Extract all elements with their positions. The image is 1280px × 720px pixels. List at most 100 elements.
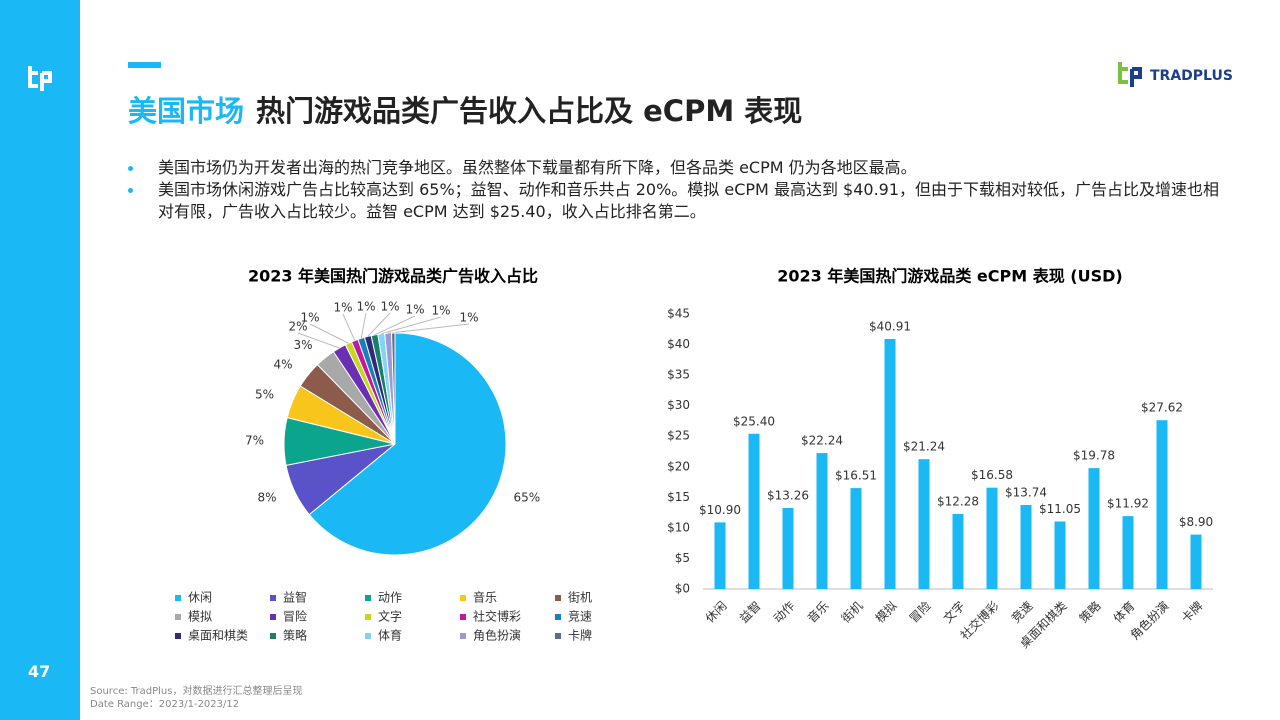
- slice-label: 3%: [293, 338, 312, 352]
- legend-label: 桌面和棋类: [188, 629, 248, 643]
- y-tick-label: $5: [675, 551, 690, 565]
- pie-slice: [308, 332, 507, 556]
- x-tick-label: 动作: [771, 599, 798, 626]
- bar-value-label: $11.92: [1107, 497, 1149, 511]
- slice-label: 1%: [459, 311, 478, 325]
- legend-label: 冒险: [283, 609, 307, 624]
- bar-value-label: $8.90: [1179, 515, 1213, 529]
- legend-label: 益智: [283, 590, 307, 605]
- y-tick-label: $30: [667, 398, 690, 412]
- bullet-dot: [128, 166, 133, 171]
- bar-value-label: $12.28: [937, 494, 979, 508]
- legend-swatch: [270, 633, 276, 639]
- legend-label: 策略: [283, 628, 307, 643]
- x-tick-label: 策略: [1076, 598, 1104, 626]
- bar-value-label: $21.24: [903, 440, 945, 454]
- slice-label: 1%: [356, 300, 375, 314]
- slice-label: 4%: [274, 357, 293, 371]
- slice-label: 1%: [380, 300, 399, 314]
- bar: [1122, 516, 1134, 589]
- slide-title: 美国市场 热门游戏品类广告收入占比及 eCPM 表现: [128, 88, 802, 130]
- page-number: 47: [28, 662, 51, 681]
- leader-line: [360, 312, 367, 339]
- x-tick-label: 卡牌: [1179, 599, 1206, 626]
- x-tick-label: 竞速: [1009, 599, 1036, 626]
- legend-swatch: [460, 614, 466, 620]
- slice-label: 7%: [245, 434, 264, 448]
- legend-swatch: [270, 614, 276, 620]
- legend-label: 文字: [378, 609, 402, 624]
- bar-value-label: $25.40: [733, 414, 775, 428]
- slice-label: 5%: [255, 388, 274, 402]
- bar-value-label: $11.05: [1039, 502, 1081, 516]
- x-tick-label: 街机: [839, 599, 866, 626]
- bullet-text: 美国市场休闲游戏广告占比较高达到 65%；益智、动作和音乐共占 20%。模拟 e…: [158, 180, 1220, 221]
- bar-value-label: $27.62: [1141, 401, 1183, 415]
- bar: [1054, 521, 1066, 589]
- legend-label: 街机: [568, 591, 592, 605]
- y-tick-label: $25: [667, 429, 690, 443]
- x-tick-label: 冒险: [906, 598, 934, 626]
- side-bar: [0, 0, 80, 720]
- date-range: Date Range：2023/1-2023/12: [90, 699, 240, 710]
- legend-swatch: [460, 633, 466, 639]
- legend-label: 社交博彩: [473, 609, 521, 624]
- leader-line: [309, 323, 349, 344]
- leader-line: [388, 323, 470, 334]
- bar-value-label: $19.78: [1073, 449, 1115, 463]
- y-tick-label: $40: [667, 337, 690, 351]
- legend-swatch: [175, 633, 181, 639]
- bar: [782, 507, 794, 589]
- slice-label: 65%: [513, 491, 540, 505]
- bar-value-label: $13.26: [767, 488, 809, 502]
- bar: [918, 459, 930, 589]
- bar: [884, 338, 896, 589]
- legend-swatch: [555, 595, 561, 601]
- leader-line: [367, 312, 391, 337]
- bar: [816, 453, 828, 589]
- x-tick-label: 模拟: [873, 599, 900, 626]
- bar-value-label: $16.58: [971, 468, 1013, 482]
- x-tick-label: 休闲: [703, 599, 730, 626]
- leader-line: [342, 313, 356, 341]
- slice-label: 1%: [431, 304, 450, 318]
- title-rest: 热门游戏品类广告收入占比及 eCPM 表现: [256, 94, 803, 128]
- y-tick-label: $20: [667, 459, 690, 473]
- brand-text: TRADPLUS: [1150, 68, 1233, 84]
- leader-line: [374, 315, 416, 336]
- legend-swatch: [365, 595, 371, 601]
- slice-label: 1%: [300, 311, 319, 325]
- slice-label: 1%: [405, 303, 424, 317]
- y-tick-label: $0: [675, 582, 690, 596]
- legend-swatch: [555, 633, 561, 639]
- bar: [714, 522, 726, 589]
- chart-title: 2023 年美国热门游戏品类广告收入占比: [248, 267, 538, 286]
- slice-label: 8%: [257, 491, 276, 505]
- pie-slice: [391, 332, 396, 445]
- title-accent: [128, 62, 161, 68]
- x-tick-label: 社交博彩: [957, 598, 1002, 643]
- title-highlight: 美国市场: [128, 94, 245, 128]
- bullet-dot: [128, 188, 133, 193]
- bar-value-label: $40.91: [869, 319, 911, 333]
- slice-label: 2%: [288, 320, 307, 334]
- y-tick-label: $10: [667, 520, 690, 534]
- y-tick-label: $35: [667, 368, 690, 382]
- legend-label: 竞速: [568, 610, 592, 624]
- x-tick-label: 体育: [1110, 598, 1138, 626]
- bar: [1088, 468, 1100, 589]
- brand-icon: [1118, 62, 1142, 87]
- bar-value-label: $10.90: [699, 503, 741, 517]
- legend-swatch: [365, 614, 371, 620]
- slice-label: 1%: [333, 301, 352, 315]
- legend-label: 模拟: [188, 610, 212, 624]
- bar: [1190, 534, 1202, 589]
- bar-value-label: $22.24: [801, 434, 843, 448]
- legend-swatch: [175, 614, 181, 620]
- legend-swatch: [555, 614, 561, 620]
- legend-label: 动作: [378, 591, 402, 605]
- legend-swatch: [175, 595, 181, 601]
- bar-value-label: $16.51: [835, 469, 877, 483]
- x-tick-label: 益智: [736, 598, 764, 626]
